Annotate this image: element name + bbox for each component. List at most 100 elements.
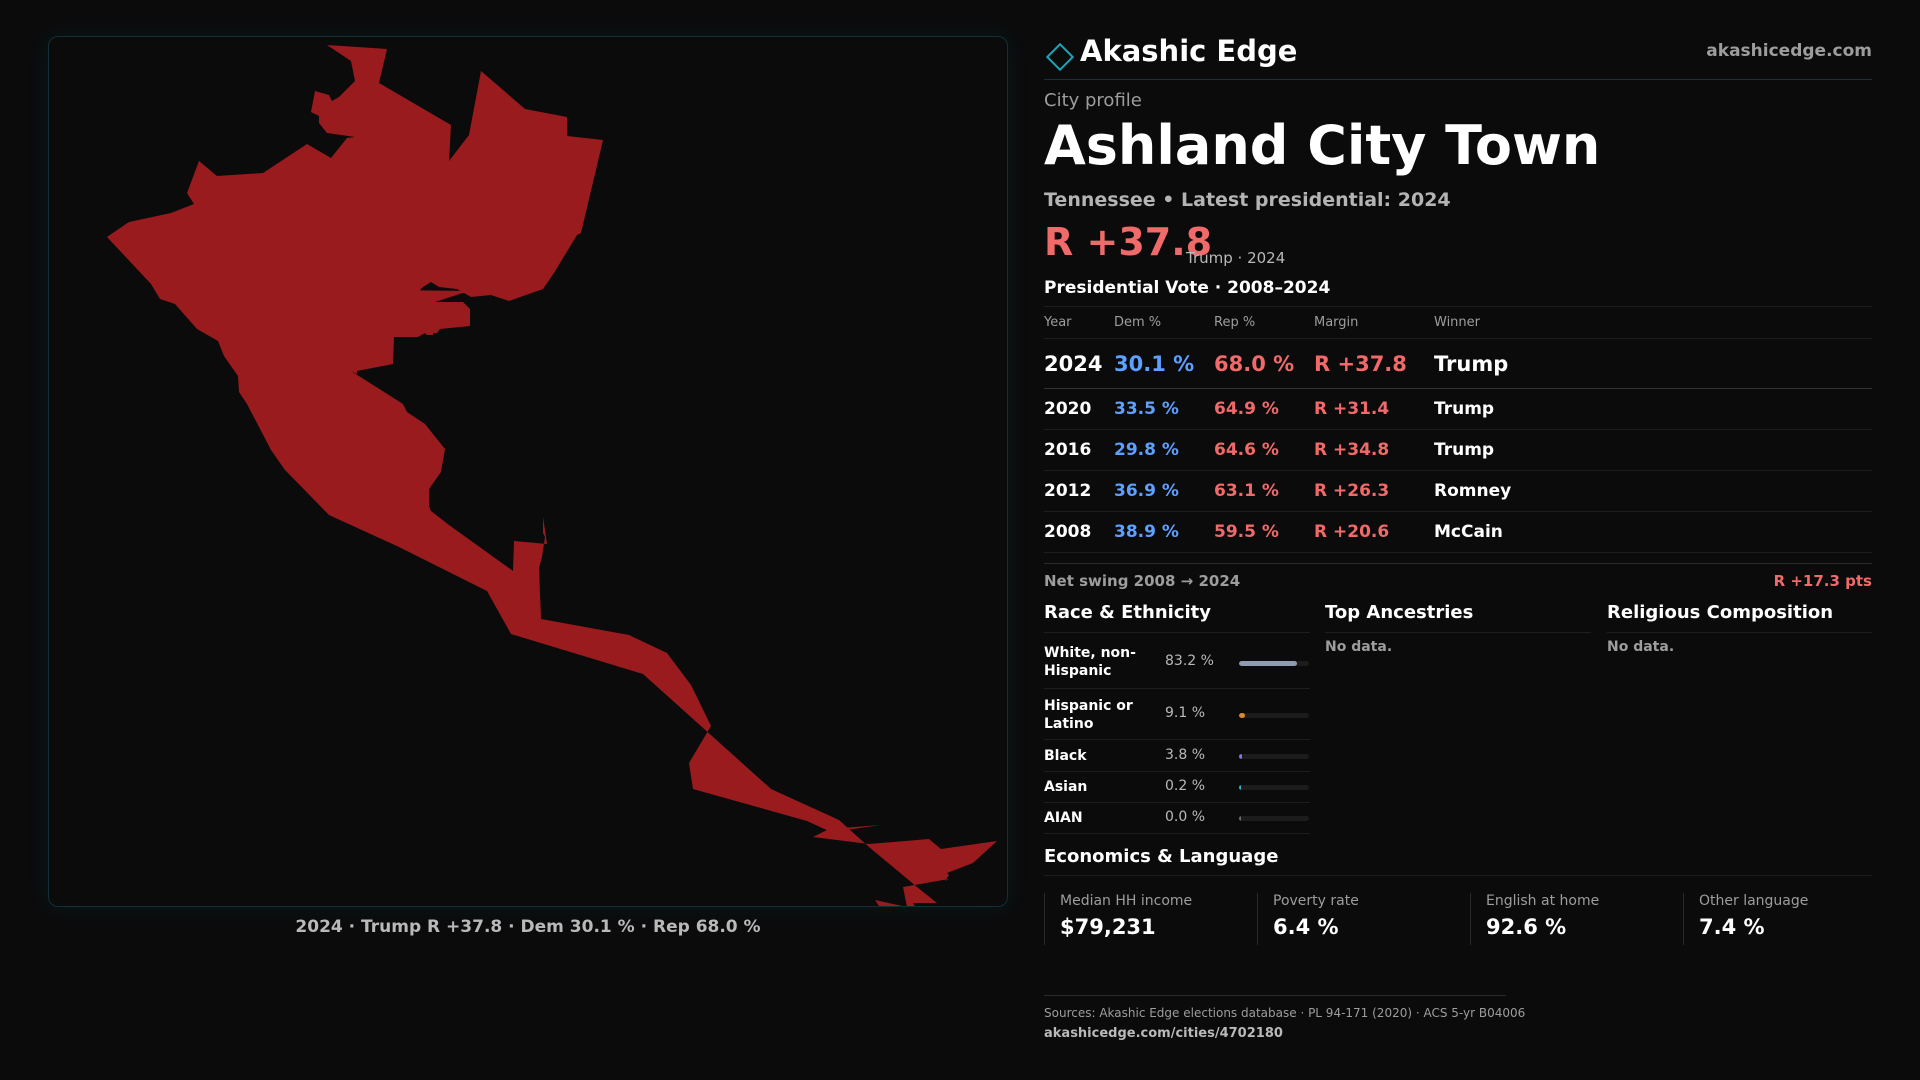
stat-label: Other language — [1699, 893, 1809, 909]
table-row: 2008 38.9 % 59.5 % R +20.6 McCain — [1044, 512, 1872, 553]
header-winner: Winner — [1434, 315, 1481, 330]
row-winner: Trump — [1434, 351, 1509, 376]
row-margin: R +26.3 — [1314, 481, 1390, 501]
page-eyebrow: City profile — [1044, 90, 1142, 111]
race-bar — [1239, 785, 1309, 790]
profile-panel: Akashic Edge akashicedge.com City profil… — [1044, 0, 1872, 1080]
row-rep: 68.0 % — [1214, 351, 1295, 376]
row-rep: 64.9 % — [1214, 399, 1279, 419]
race-value: 83.2 % — [1165, 653, 1214, 669]
table-row: 2012 36.9 % 63.1 % R +26.3 Romney — [1044, 471, 1872, 512]
row-winner: McCain — [1434, 522, 1503, 542]
row-rep: 63.1 % — [1214, 481, 1279, 501]
stat-value: 7.4 % — [1699, 915, 1765, 939]
race-bar-fill — [1239, 785, 1242, 790]
stat-value: $79,231 — [1060, 915, 1156, 939]
race-bar — [1239, 816, 1309, 821]
row-year: 2024 — [1044, 351, 1103, 376]
stat-median-income: Median HH income $79,231 — [1044, 893, 1257, 945]
net-swing-value: R +17.3 pts — [1773, 572, 1872, 590]
race-bar — [1239, 754, 1309, 759]
row-rep: 64.6 % — [1214, 440, 1279, 460]
net-swing: Net swing 2008 → 2024 R +17.3 pts — [1044, 563, 1872, 590]
header-year: Year — [1044, 315, 1072, 330]
row-margin: R +37.8 — [1314, 351, 1407, 376]
header-rep: Rep % — [1214, 315, 1256, 330]
city-boundary-shape[interactable] — [107, 45, 997, 907]
religion-empty: No data. — [1607, 639, 1675, 655]
row-margin: R +20.6 — [1314, 522, 1390, 542]
list-item: AIAN 0.0 % — [1044, 803, 1310, 834]
vote-table-title: Presidential Vote · 2008–2024 — [1044, 278, 1331, 298]
header-dem: Dem % — [1114, 315, 1162, 330]
latest-margin-note: Trump · 2024 — [1186, 249, 1286, 267]
brand-name[interactable]: Akashic Edge — [1080, 34, 1298, 68]
row-year: 2020 — [1044, 399, 1092, 419]
latest-margin: R +37.8 — [1044, 220, 1213, 264]
race-section-title: Race & Ethnicity — [1044, 602, 1211, 623]
brand-url-link[interactable]: akashicedge.com — [1706, 41, 1872, 61]
row-margin: R +31.4 — [1314, 399, 1390, 419]
row-year: 2012 — [1044, 481, 1092, 501]
page-url-link[interactable]: akashicedge.com/cities/4702180 — [1044, 1026, 1283, 1041]
diamond-icon — [1046, 43, 1074, 71]
row-dem: 33.5 % — [1114, 399, 1179, 419]
map-panel[interactable] — [48, 36, 1008, 907]
row-year: 2008 — [1044, 522, 1092, 542]
race-value: 0.2 % — [1165, 778, 1206, 794]
race-value: 9.1 % — [1165, 705, 1206, 721]
economics-grid: Median HH income $79,231 Poverty rate 6.… — [1044, 893, 1872, 945]
stat-label: Poverty rate — [1273, 893, 1359, 909]
row-winner: Trump — [1434, 399, 1495, 419]
race-value: 3.8 % — [1165, 747, 1206, 763]
ancestries-divider — [1325, 632, 1591, 633]
economics-divider — [1044, 875, 1872, 876]
row-winner: Trump — [1434, 440, 1495, 460]
list-item: Black 3.8 % — [1044, 740, 1310, 772]
race-label: Asian — [1044, 779, 1088, 795]
economics-section-title: Economics & Language — [1044, 846, 1279, 867]
stat-label: Median HH income — [1060, 893, 1193, 909]
row-dem: 36.9 % — [1114, 481, 1179, 501]
map-caption: 2024 · Trump R +37.8 · Dem 30.1 % · Rep … — [295, 917, 761, 937]
list-item: Hispanic or Latino 9.1 % — [1044, 689, 1310, 740]
stat-other-language: Other language 7.4 % — [1683, 893, 1896, 945]
vote-table-header: Year Dem % Rep % Margin Winner — [1044, 307, 1872, 339]
race-bar — [1239, 713, 1309, 718]
list-item: Asian 0.2 % — [1044, 772, 1310, 803]
page-subtitle: Tennessee • Latest presidential: 2024 — [1044, 189, 1451, 211]
row-margin: R +34.8 — [1314, 440, 1390, 460]
sources-text: Sources: Akashic Edge elections database… — [1044, 1006, 1526, 1020]
stat-english-at-home: English at home 92.6 % — [1470, 893, 1683, 945]
ancestries-empty: No data. — [1325, 639, 1393, 655]
list-item: White, non-Hispanic 83.2 % — [1044, 634, 1310, 689]
race-divider — [1044, 632, 1310, 633]
page-title: Ashland City Town — [1044, 114, 1601, 177]
stat-label: English at home — [1486, 893, 1600, 909]
stat-value: 92.6 % — [1486, 915, 1567, 939]
vote-table: Year Dem % Rep % Margin Winner 2024 30.1… — [1044, 306, 1872, 553]
race-bar-fill — [1239, 661, 1298, 666]
race-label: White, non-Hispanic — [1044, 645, 1136, 679]
stat-poverty-rate: Poverty rate 6.4 % — [1257, 893, 1470, 945]
race-list: White, non-Hispanic 83.2 % Hispanic or L… — [1044, 634, 1310, 834]
row-dem: 29.8 % — [1114, 440, 1179, 460]
race-label: Hispanic or Latino — [1044, 698, 1133, 732]
row-dem: 30.1 % — [1114, 351, 1195, 376]
city-boundary-map[interactable] — [49, 37, 1008, 907]
header-margin: Margin — [1314, 315, 1359, 330]
race-label: AIAN — [1044, 810, 1083, 826]
religion-section-title: Religious Composition — [1607, 602, 1834, 623]
ancestries-section-title: Top Ancestries — [1325, 602, 1474, 623]
race-bar-fill — [1239, 754, 1242, 759]
race-value: 0.0 % — [1165, 809, 1206, 825]
religion-divider — [1607, 632, 1872, 633]
table-row: 2016 29.8 % 64.6 % R +34.8 Trump — [1044, 430, 1872, 471]
race-bar-fill — [1239, 713, 1246, 718]
sources-footer: Sources: Akashic Edge elections database… — [1044, 995, 1526, 1041]
table-row: 2020 33.5 % 64.9 % R +31.4 Trump — [1044, 389, 1872, 430]
race-bar-fill — [1239, 816, 1242, 821]
row-dem: 38.9 % — [1114, 522, 1179, 542]
race-label: Black — [1044, 748, 1087, 764]
row-year: 2016 — [1044, 440, 1092, 460]
